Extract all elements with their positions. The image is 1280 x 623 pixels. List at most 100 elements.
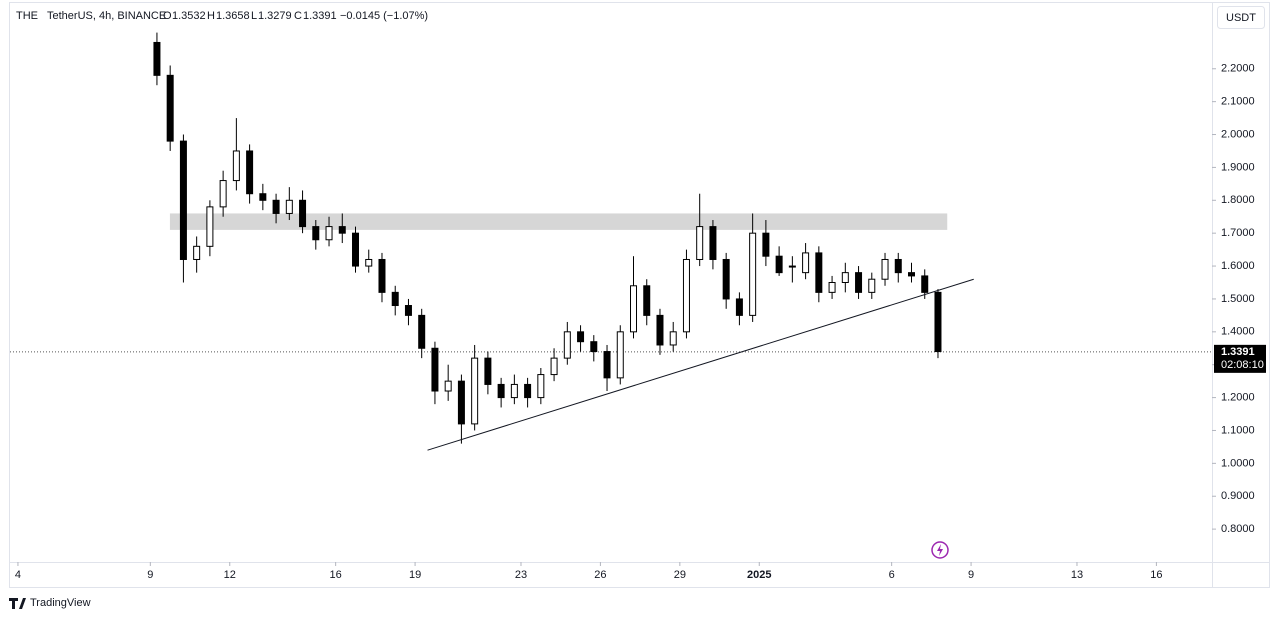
x-tick-label: 23 (515, 569, 527, 581)
candle-body (206, 206, 214, 247)
candle-body (682, 258, 690, 333)
candle-body (630, 285, 638, 333)
candle-body (855, 272, 863, 293)
candle-body (391, 291, 399, 307)
x-tick-label: 16 (330, 569, 342, 581)
candle-body (722, 258, 730, 300)
candle-body (537, 374, 545, 399)
candle-body (272, 199, 280, 214)
x-tick-label: 12 (224, 569, 236, 581)
x-tick-label: 4 (15, 569, 21, 581)
close-label: C (294, 10, 302, 22)
candle-body (709, 226, 717, 260)
y-tick-label: 1.4000 (1221, 326, 1255, 338)
y-tick-label: 0.9000 (1221, 490, 1255, 502)
candle-body (590, 341, 598, 353)
candle-body (193, 245, 201, 260)
candle-body (762, 232, 770, 257)
change: −0.0145 (−1.07%) (340, 10, 428, 22)
candle-body (696, 226, 704, 260)
low-label: L (251, 10, 257, 22)
candle-body (259, 193, 267, 201)
close-value: 1.3391 (303, 10, 337, 22)
candle-body (471, 357, 479, 425)
y-tick-label: 2.1000 (1221, 96, 1255, 108)
candle-body (166, 74, 174, 142)
candle-body (219, 180, 227, 208)
candle-body (524, 383, 532, 399)
trendline (427, 278, 974, 451)
candle-body (232, 150, 240, 182)
resistance-zone (169, 213, 948, 230)
candle-body (246, 150, 254, 195)
candle-body (894, 258, 902, 274)
y-tick-label: 1.9000 (1221, 161, 1255, 173)
candle-body (868, 278, 876, 293)
candle-body (312, 226, 320, 241)
currency[interactable]: USDT (1226, 12, 1256, 24)
candle-body (299, 199, 307, 228)
candle-body (908, 272, 915, 277)
y-tick-label: 1.6000 (1221, 260, 1255, 272)
x-tick-label: 9 (147, 569, 153, 581)
candle-body (669, 331, 677, 346)
open-label: O (163, 10, 172, 22)
price-tag (1214, 344, 1266, 373)
candle-body (285, 199, 293, 214)
candle-body (563, 331, 571, 359)
brand-logo[interactable] (9, 598, 26, 609)
candle-body (841, 272, 849, 283)
high-label: H (207, 10, 215, 22)
y-tick-label: 1.2000 (1221, 391, 1255, 403)
x-tick-label: 2025 (747, 569, 771, 581)
x-tick-label: 9 (968, 569, 974, 581)
candle-body (418, 314, 426, 349)
candle-body (431, 347, 439, 392)
candle-body (788, 265, 796, 268)
x-tick-label: 6 (889, 569, 895, 581)
high-value: 1.3658 (216, 10, 250, 22)
candle-body (497, 383, 505, 399)
frame (9, 2, 1270, 588)
alert-icon[interactable] (931, 541, 949, 559)
y-tick-label: 2.2000 (1221, 63, 1255, 75)
y-tick-label: 1.5000 (1221, 293, 1255, 305)
x-tick-label: 13 (1071, 569, 1083, 581)
candle-body (643, 285, 651, 316)
candle-body (577, 331, 585, 343)
candle-body (179, 140, 187, 260)
candle-body (153, 41, 161, 76)
currency-box[interactable] (1217, 6, 1265, 29)
candle-body (484, 357, 492, 385)
low-value: 1.3279 (258, 10, 292, 22)
x-tick-label: 26 (594, 569, 606, 581)
symbol: THE (16, 10, 38, 22)
candle-body (656, 314, 664, 346)
candle-body (881, 258, 889, 280)
candle-body (325, 226, 333, 241)
candle-body (616, 331, 624, 379)
x-tick-label: 19 (409, 569, 421, 581)
open-value: 1.3532 (172, 10, 206, 22)
candle-body (352, 232, 360, 267)
candle-body (828, 282, 836, 293)
candle-body (338, 226, 346, 234)
price-tag-label: 1.3391 (1221, 346, 1255, 358)
candle-body (378, 258, 386, 293)
header: THE TetherUS, 4h, BINANCE O 1.3532 H 1.3… (16, 10, 428, 22)
y-tick-label: 2.0000 (1221, 128, 1255, 140)
candle-body (775, 255, 783, 274)
candle-body (457, 380, 465, 425)
plot-area (10, 32, 1212, 451)
brand[interactable]: TradingView (30, 597, 91, 609)
candle-body (815, 252, 823, 293)
y-tick-label: 0.8000 (1221, 523, 1255, 535)
alert-bolt (937, 544, 943, 556)
candle-body (921, 275, 929, 293)
candle-body (404, 305, 412, 316)
y-tick-label: 1.7000 (1221, 227, 1255, 239)
y-tick-label: 1.1000 (1221, 424, 1255, 436)
x-tick-label: 16 (1150, 569, 1162, 581)
price-countdown: 02:08:10 (1221, 359, 1264, 371)
